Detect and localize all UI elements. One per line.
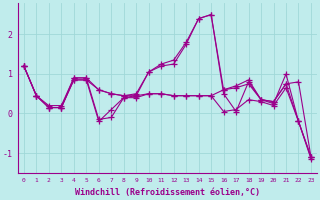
X-axis label: Windchill (Refroidissement éolien,°C): Windchill (Refroidissement éolien,°C) [75,188,260,197]
